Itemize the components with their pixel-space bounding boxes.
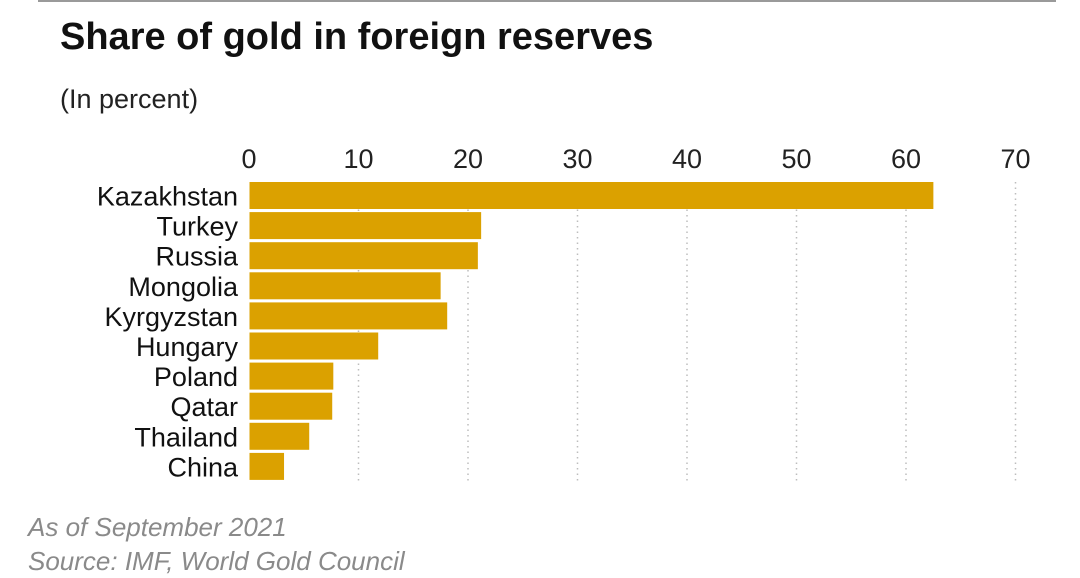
category-label: Kazakhstan <box>97 182 238 212</box>
bar-thailand <box>249 422 310 450</box>
category-label: Mongolia <box>128 272 239 302</box>
bar-poland <box>249 362 334 390</box>
category-label: Hungary <box>136 332 239 362</box>
tick-label: 30 <box>562 144 592 174</box>
category-label: Thailand <box>134 422 238 452</box>
chart-subtitle: (In percent) <box>60 84 199 114</box>
bar-mongolia <box>249 272 441 300</box>
category-label: China <box>167 452 239 482</box>
bar-hungary <box>249 332 379 360</box>
tick-label: 40 <box>672 144 702 174</box>
bar-russia <box>249 242 478 270</box>
chart-title: Share of gold in foreign reserves <box>60 16 654 58</box>
tick-label: 60 <box>891 144 921 174</box>
category-label: Kyrgyzstan <box>104 302 238 332</box>
category-label: Poland <box>154 362 238 392</box>
as-of-note: As of September 2021 <box>28 512 287 542</box>
source-note: Source: IMF, World Gold Council <box>28 546 405 576</box>
tick-label: 0 <box>241 144 256 174</box>
tick-label: 70 <box>1000 144 1030 174</box>
category-label: Russia <box>155 242 239 272</box>
bar-qatar <box>249 392 333 420</box>
tick-label: 10 <box>343 144 373 174</box>
bar-chart: 0 10 20 30 40 50 60 70 KazakhstanTurkeyRussiaMon… <box>97 144 1031 482</box>
tick-label: 50 <box>781 144 811 174</box>
bar-kyrgyzstan <box>249 302 448 330</box>
category-label: Qatar <box>170 392 238 422</box>
category-label: Turkey <box>156 212 238 242</box>
bar-turkey <box>249 212 482 240</box>
bar-kazakhstan <box>249 182 934 209</box>
top-rule <box>38 0 1056 2</box>
tick-label: 20 <box>453 144 483 174</box>
bar-china <box>249 452 285 480</box>
